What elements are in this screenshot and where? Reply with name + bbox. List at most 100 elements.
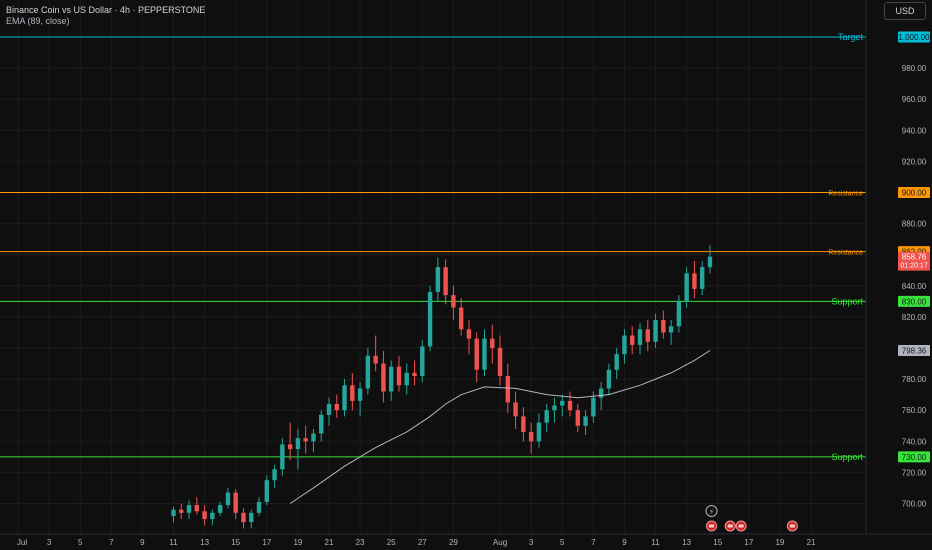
time-tick-label: 25: [387, 538, 396, 547]
candle-body: [637, 329, 643, 345]
candle-body: [567, 400, 573, 411]
level-label-resistance: Resistance: [828, 250, 863, 257]
candle-body: [700, 267, 705, 289]
level-price-tag: [898, 295, 930, 307]
price-tick-label: 980.00: [902, 64, 927, 73]
level-price-tag: [898, 451, 930, 463]
flag-glyph: [709, 524, 715, 528]
earnings-lightning-icon: [705, 505, 718, 517]
price-tick-label: 840.00: [902, 282, 927, 291]
time-axis[interactable]: Jul 3 5 7 9 11 13 15 17 19 21 23 25 27 29 Aug 3 5 7 9 11 13 15…: [17, 538, 816, 547]
candle-body: [552, 405, 557, 411]
currency-button[interactable]: USD: [884, 2, 926, 20]
flag-glyph: [727, 524, 733, 528]
level-price-value: 830.00: [902, 297, 927, 306]
time-tick-label: 15: [713, 538, 722, 547]
candle-body: [614, 354, 619, 370]
candle-body: [443, 267, 448, 296]
candle-body: [404, 372, 409, 386]
ema-line: [289, 350, 711, 504]
level-label-support: Support: [831, 296, 863, 306]
candle-body: [497, 348, 503, 376]
candle-body: [490, 338, 495, 348]
time-tick-label: Jul: [17, 538, 27, 547]
candle-body: [350, 385, 355, 401]
time-tick-label: 27: [418, 538, 427, 547]
candle-body: [357, 388, 363, 401]
candle-body: [645, 329, 650, 342]
flag-glyph: [738, 524, 744, 528]
chart-title: Binance Coin vs US Dollar · 4h · PEPPERS…: [6, 5, 206, 15]
price-tick-label: 940.00: [902, 126, 927, 135]
price-tick-label: 960.00: [902, 95, 927, 104]
candle-body: [249, 512, 254, 523]
candle-body: [171, 509, 176, 516]
candle-body: [311, 433, 316, 442]
time-tick-label: 17: [744, 538, 753, 547]
candle-body: [707, 256, 713, 268]
price-tick-label: 780.00: [902, 375, 927, 384]
time-tick-label: 11: [169, 538, 178, 547]
time-tick-label: 17: [262, 538, 271, 547]
level-label-resistance: Resistance: [828, 191, 863, 198]
level-price-tag: [898, 187, 930, 198]
time-tick-label: 13: [200, 538, 209, 547]
candle-body: [505, 375, 511, 403]
candle-body: [319, 414, 324, 434]
time-tick-label: Aug: [493, 538, 507, 547]
time-tick-label: 5: [560, 538, 565, 547]
time-tick-label: 11: [651, 538, 660, 547]
candle-body: [264, 480, 269, 502]
level-price-value: 1,000.00: [898, 33, 930, 42]
time-tick-label: 23: [356, 538, 365, 547]
price-tick-label: 760.00: [902, 406, 927, 415]
candle-body: [684, 273, 689, 302]
candle-body: [217, 505, 223, 513]
lightning-glyph: ⚡: [709, 508, 715, 517]
candle-body: [598, 388, 604, 398]
candle-body: [396, 366, 402, 386]
candle-body: [676, 301, 682, 327]
candle-body: [583, 416, 588, 426]
candle-body: [412, 372, 417, 376]
candle-body: [528, 431, 534, 442]
time-tick-label: 3: [47, 538, 52, 547]
candle-body: [536, 422, 542, 442]
candle-body: [420, 346, 425, 376]
price-axis[interactable]: 700.00720.00740.00760.00780.00800.00820.…: [902, 64, 927, 508]
candle-body: [381, 363, 386, 392]
candle-body: [591, 397, 596, 417]
price-tick-label: 740.00: [902, 437, 927, 446]
candle-body: [692, 273, 697, 289]
time-tick-label: 13: [682, 538, 691, 547]
grid: [0, 0, 866, 534]
flag-glyph: [789, 524, 795, 528]
price-tick-label: 880.00: [902, 220, 927, 229]
price-tick-label: 820.00: [902, 313, 927, 322]
candle-body: [256, 501, 262, 513]
time-tick-label: 21: [807, 538, 816, 547]
ema-indicator-label[interactable]: EMA (89, close): [6, 16, 70, 26]
candle-body: [342, 385, 347, 411]
candle-body: [295, 438, 301, 450]
level-price-value: 900.00: [902, 189, 927, 198]
candle-body: [668, 326, 674, 333]
candle-body: [303, 438, 308, 442]
event-markers[interactable]: ⚡: [705, 505, 798, 532]
horizontal-levels: Target Resistance Resistance Support Support: [0, 32, 866, 462]
candle-body: [272, 469, 277, 481]
time-tick-label: 9: [622, 538, 627, 547]
level-label-support: Support: [831, 452, 863, 462]
candle-body: [365, 355, 371, 389]
time-tick-label: 5: [78, 538, 83, 547]
candle-body: [466, 329, 472, 339]
candle-body: [521, 416, 526, 432]
time-tick-label: 19: [775, 538, 784, 547]
candle-body: [513, 402, 518, 417]
time-tick-label: 19: [293, 538, 302, 547]
ema-price-value: 798.36: [902, 347, 927, 356]
candle-body: [653, 320, 658, 342]
time-tick-label: 7: [109, 538, 114, 547]
